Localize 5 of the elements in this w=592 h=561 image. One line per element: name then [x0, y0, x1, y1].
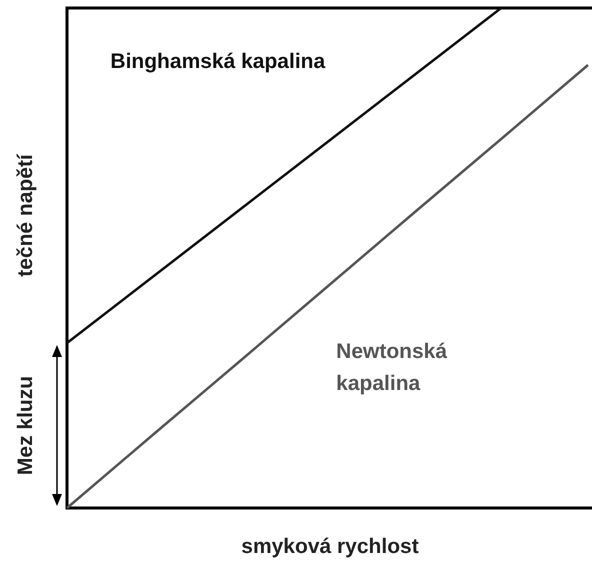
- text: Binghamská kapalina: [110, 50, 326, 73]
- x-axis-title: smyková rychlost: [241, 535, 419, 558]
- text: Mez kluzu: [14, 376, 37, 476]
- text: Newtonská kapalina: [336, 340, 448, 395]
- y-axis-title: tečné napětí: [14, 153, 37, 277]
